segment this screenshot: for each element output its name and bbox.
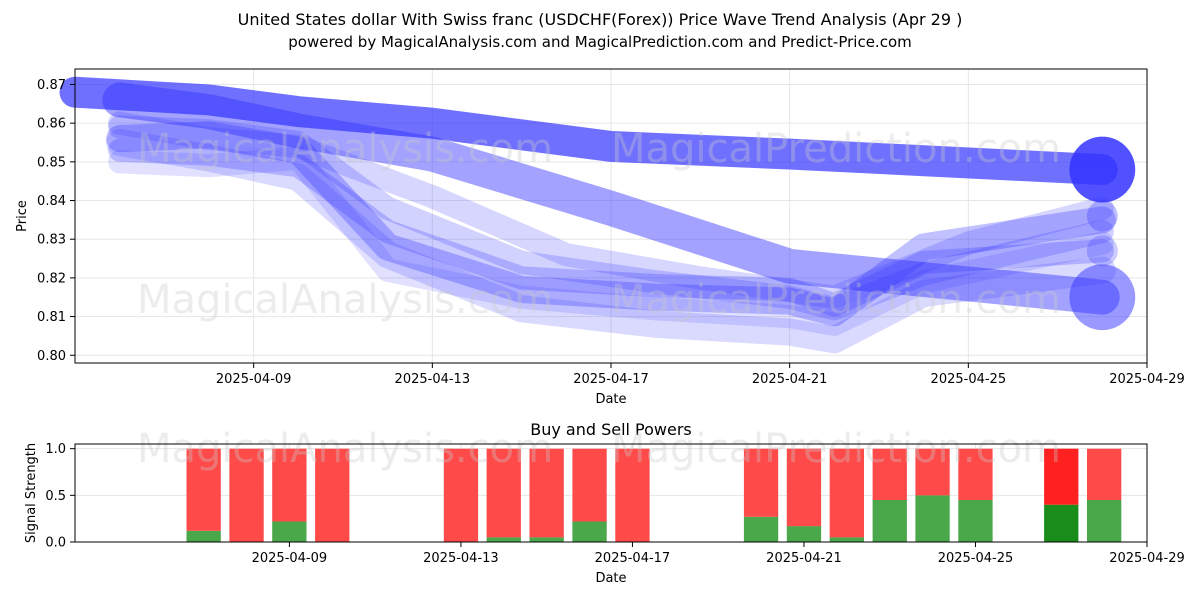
sell-bar <box>958 448 993 500</box>
price-x-tick-label: 2025-04-13 <box>395 372 471 387</box>
buy-sell-chart: Buy and Sell Powers MagicalAnalysis.com … <box>24 420 1185 586</box>
sell-bar <box>915 448 950 496</box>
sell-bar <box>443 448 479 542</box>
price-watermarks: MagicalAnalysis.com MagicalPrediction.co… <box>137 126 1061 323</box>
buy-sell-y-axis: 0.0 0.5 1.0 <box>45 442 75 551</box>
buy-sell-bars <box>186 448 1122 542</box>
price-y-tick-label: 0.83 <box>37 233 66 248</box>
price-wave-band-4 <box>108 138 1114 317</box>
buy-sell-watermarks: MagicalAnalysis.com MagicalPrediction.co… <box>137 426 1061 472</box>
buy-bar <box>529 537 564 542</box>
price-wave-band-2 <box>102 82 1120 315</box>
price-y-tick-label: 0.85 <box>37 155 66 170</box>
buy-sell-x-tick-label: 2025-04-09 <box>252 551 328 566</box>
price-y-axis: 0.80 0.81 0.82 0.83 0.84 0.85 0.86 0.87 <box>37 78 75 364</box>
buy-sell-y-tick-label: 0.0 <box>45 536 66 551</box>
price-wave-band-6 <box>106 128 1116 354</box>
price-wave-bands <box>59 76 1136 354</box>
watermark-prediction-bottom: MagicalPrediction.com <box>611 426 1061 472</box>
buy-bar <box>829 537 864 542</box>
price-wave-endpoint-4 <box>1086 235 1118 267</box>
price-y-tick-label: 0.87 <box>37 78 66 93</box>
price-x-tick-label: 2025-04-09 <box>216 372 292 387</box>
chart-subtitle: powered by MagicalAnalysis.com and Magic… <box>288 33 912 51</box>
price-wave-band-1 <box>59 76 1118 186</box>
sell-bar <box>743 448 779 517</box>
sell-bar <box>872 448 907 500</box>
sell-bar <box>486 448 521 538</box>
price-wave-band-7 <box>108 111 1114 309</box>
buy-bar <box>915 495 950 542</box>
price-wave-endpoint-3 <box>1086 200 1118 232</box>
sell-bar <box>315 448 350 542</box>
buy-bar <box>786 526 822 542</box>
buy-bar <box>186 530 221 542</box>
sell-bar <box>1044 448 1079 505</box>
buy-bar <box>872 500 907 542</box>
price-x-tick-label: 2025-04-29 <box>1109 372 1185 387</box>
buy-bar <box>1087 500 1122 542</box>
price-x-label: Date <box>595 392 626 407</box>
buy-sell-y-tick-label: 0.5 <box>45 489 66 504</box>
buy-bar <box>272 521 307 542</box>
price-y-tick-label: 0.84 <box>37 194 66 209</box>
buy-sell-x-label: Date <box>595 571 626 586</box>
price-y-label: Price <box>15 200 30 232</box>
sell-bar <box>829 448 864 538</box>
price-x-tick-label: 2025-04-17 <box>573 372 649 387</box>
buy-sell-x-tick-label: 2025-04-25 <box>938 551 1014 566</box>
sell-bar <box>615 448 650 542</box>
buy-bar <box>743 516 779 542</box>
sell-bar <box>572 448 607 522</box>
buy-sell-y-label: Signal Strength <box>24 443 39 543</box>
buy-sell-plot-frame <box>74 443 1148 543</box>
sell-bar <box>229 448 264 542</box>
sell-bar <box>786 448 822 527</box>
price-wave-band-5 <box>108 115 1114 321</box>
sell-bar <box>1087 448 1122 500</box>
chart-title: United States dollar With Swiss franc (U… <box>238 10 963 29</box>
sell-bar <box>272 448 307 522</box>
price-x-tick-label: 2025-04-25 <box>931 372 1007 387</box>
buy-bar <box>958 500 993 542</box>
watermark-prediction-mid: MagicalPrediction.com <box>611 277 1061 323</box>
buy-bar <box>1044 504 1079 542</box>
buy-sell-x-axis: 2025-04-09 2025-04-13 2025-04-17 2025-04-21… <box>252 542 1185 566</box>
buy-sell-title: Buy and Sell Powers <box>530 420 692 439</box>
price-y-tick-label: 0.86 <box>37 117 66 132</box>
watermark-analysis-top: MagicalAnalysis.com <box>137 126 553 172</box>
buy-sell-x-tick-label: 2025-04-17 <box>595 551 671 566</box>
price-x-tick-label: 2025-04-21 <box>752 372 828 387</box>
buy-sell-x-tick-label: 2025-04-13 <box>423 551 499 566</box>
price-y-tick-label: 0.80 <box>37 349 66 364</box>
price-wave-endpoint-1 <box>1069 136 1136 203</box>
watermark-analysis-bottom: MagicalAnalysis.com <box>137 426 553 472</box>
watermark-analysis-mid: MagicalAnalysis.com <box>137 277 553 323</box>
price-wave-band-3 <box>106 121 1116 327</box>
price-wave-chart: MagicalAnalysis.com MagicalPrediction.co… <box>15 68 1185 407</box>
buy-bar <box>572 521 607 542</box>
buy-sell-y-tick-label: 1.0 <box>45 442 66 457</box>
watermark-prediction-top: MagicalPrediction.com <box>611 126 1061 172</box>
price-x-axis: 2025-04-09 2025-04-13 2025-04-17 2025-04-21… <box>216 363 1185 387</box>
sell-bar <box>186 448 221 531</box>
buy-sell-x-tick-label: 2025-04-21 <box>766 551 842 566</box>
buy-bar <box>486 537 521 542</box>
price-y-tick-label: 0.82 <box>37 271 66 286</box>
price-wave-band-8 <box>108 146 1114 336</box>
buy-sell-x-tick-label: 2025-04-29 <box>1109 551 1185 566</box>
price-wave-endpoint-2 <box>1069 264 1136 331</box>
price-y-tick-label: 0.81 <box>37 310 66 325</box>
sell-bar <box>529 448 564 538</box>
